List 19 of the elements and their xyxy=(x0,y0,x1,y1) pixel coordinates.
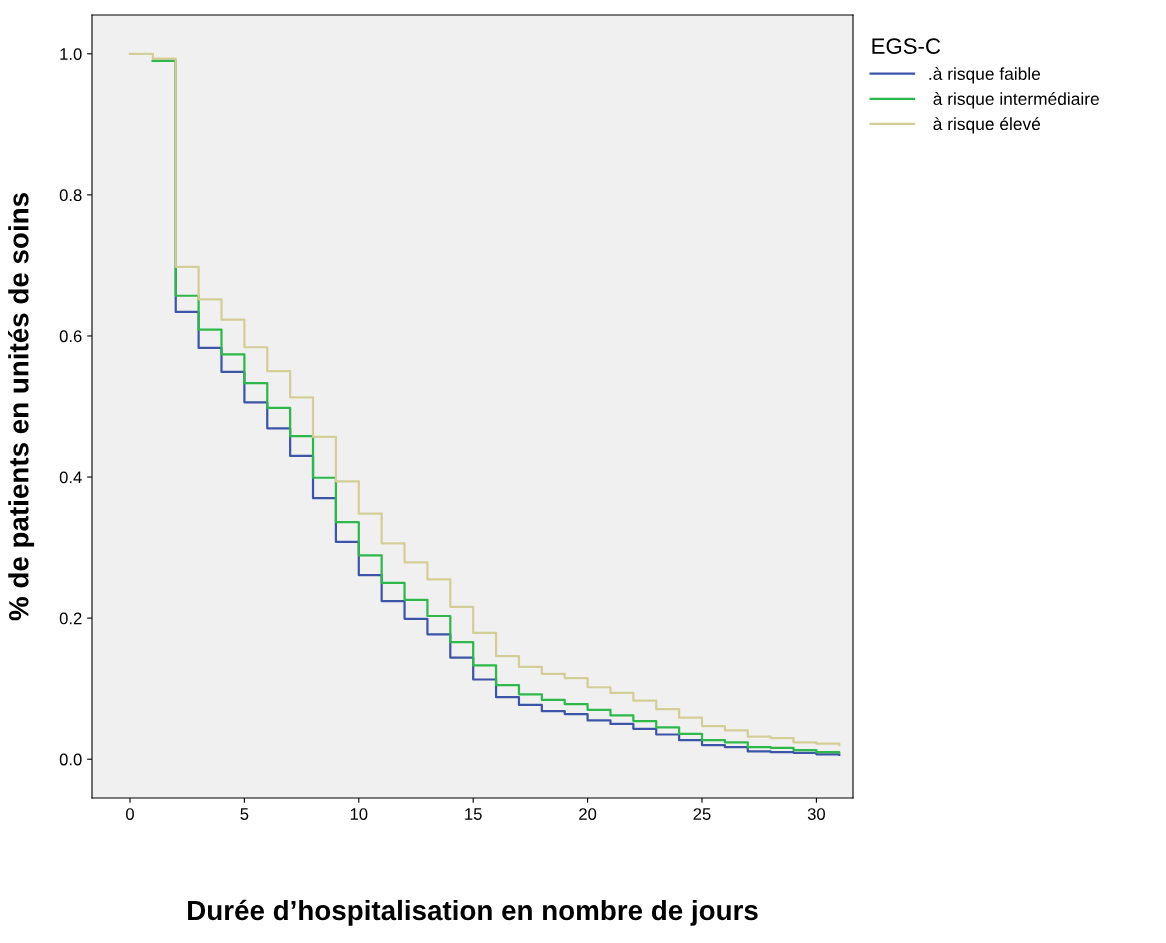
x-tick-label: 15 xyxy=(465,808,482,820)
legend-title: EGS-C xyxy=(872,38,941,54)
x-tick-label: 30 xyxy=(807,808,826,820)
legend-label: à risque élevé xyxy=(933,117,1041,134)
x-tick-label: 0 xyxy=(126,808,134,820)
y-tick-label: 1.0 xyxy=(60,48,82,60)
x-tick-label: 20 xyxy=(579,808,597,820)
x-tick-label: 5 xyxy=(240,808,249,820)
x-tick-label: 25 xyxy=(693,808,711,820)
x-axis-title: Durée d’hospitalisation en nombre de jours xyxy=(188,899,758,926)
x-tick-label: 10 xyxy=(350,808,368,820)
y-tick-label: 0.2 xyxy=(59,612,82,625)
y-axis-title: % de patients en unités de soins xyxy=(7,193,35,621)
y-tick-label: 0.4 xyxy=(59,471,82,484)
legend-label: .à risque faible xyxy=(929,67,1041,84)
y-tick-label: 0.0 xyxy=(59,753,82,766)
y-tick-label: 0.8 xyxy=(59,189,82,202)
y-tick-label: 0.6 xyxy=(59,330,82,343)
legend-label: à risque intermédiaire xyxy=(933,92,1099,109)
